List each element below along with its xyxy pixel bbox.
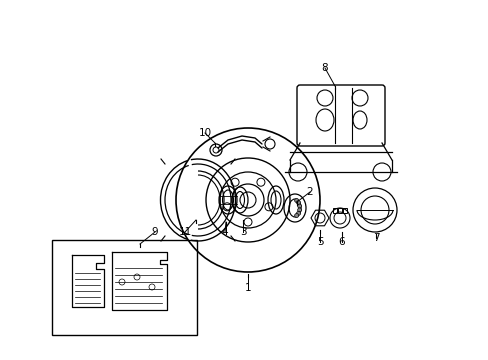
Text: 8: 8 <box>321 63 327 73</box>
Text: 9: 9 <box>151 227 158 237</box>
Circle shape <box>297 204 301 208</box>
Text: 3: 3 <box>239 227 246 237</box>
Bar <box>342 208 346 213</box>
Text: 1: 1 <box>244 283 251 293</box>
Text: 6: 6 <box>338 237 345 247</box>
Circle shape <box>294 213 298 217</box>
Text: 10: 10 <box>198 128 211 138</box>
Bar <box>52 240 197 335</box>
Text: 4: 4 <box>221 227 228 237</box>
Circle shape <box>296 211 300 215</box>
Text: 7: 7 <box>372 233 379 243</box>
Bar <box>332 208 336 213</box>
Text: 5: 5 <box>316 237 323 247</box>
Circle shape <box>294 198 298 202</box>
Bar <box>337 208 341 213</box>
Circle shape <box>297 208 301 212</box>
Text: 2: 2 <box>306 187 313 197</box>
Circle shape <box>296 201 300 204</box>
Text: 11: 11 <box>178 227 191 237</box>
